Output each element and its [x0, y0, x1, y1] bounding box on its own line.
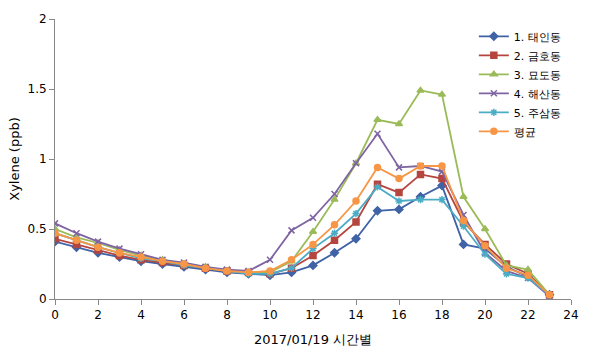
svg-text:22: 22 [520, 308, 535, 322]
svg-text:10: 10 [262, 308, 277, 322]
svg-text:4: 4 [137, 308, 145, 322]
svg-text:2017/01/19 시간별: 2017/01/19 시간별 [254, 332, 372, 347]
svg-text:14: 14 [348, 308, 363, 322]
svg-text:2: 2 [94, 308, 102, 322]
svg-text:24: 24 [563, 308, 578, 322]
svg-text:2: 2 [39, 12, 47, 26]
svg-text:1. 태인동: 1. 태인동 [514, 31, 561, 44]
svg-text:평균: 평균 [514, 126, 536, 139]
svg-text:2. 금호동: 2. 금호동 [514, 50, 561, 63]
svg-text:5. 주삼동: 5. 주삼동 [514, 107, 561, 120]
svg-text:0: 0 [39, 292, 47, 306]
svg-text:1.5: 1.5 [28, 82, 47, 96]
svg-text:16: 16 [391, 308, 406, 322]
svg-text:3. 묘도동: 3. 묘도동 [514, 69, 561, 82]
svg-text:Xylene (ppb): Xylene (ppb) [7, 117, 22, 200]
svg-text:6: 6 [180, 308, 188, 322]
svg-text:20: 20 [477, 308, 492, 322]
svg-text:0.5: 0.5 [28, 222, 47, 236]
svg-text:0: 0 [51, 308, 59, 322]
svg-text:8: 8 [223, 308, 231, 322]
svg-text:12: 12 [305, 308, 320, 322]
svg-text:4. 해산동: 4. 해산동 [514, 88, 561, 101]
svg-text:1: 1 [39, 152, 47, 166]
svg-text:18: 18 [434, 308, 449, 322]
